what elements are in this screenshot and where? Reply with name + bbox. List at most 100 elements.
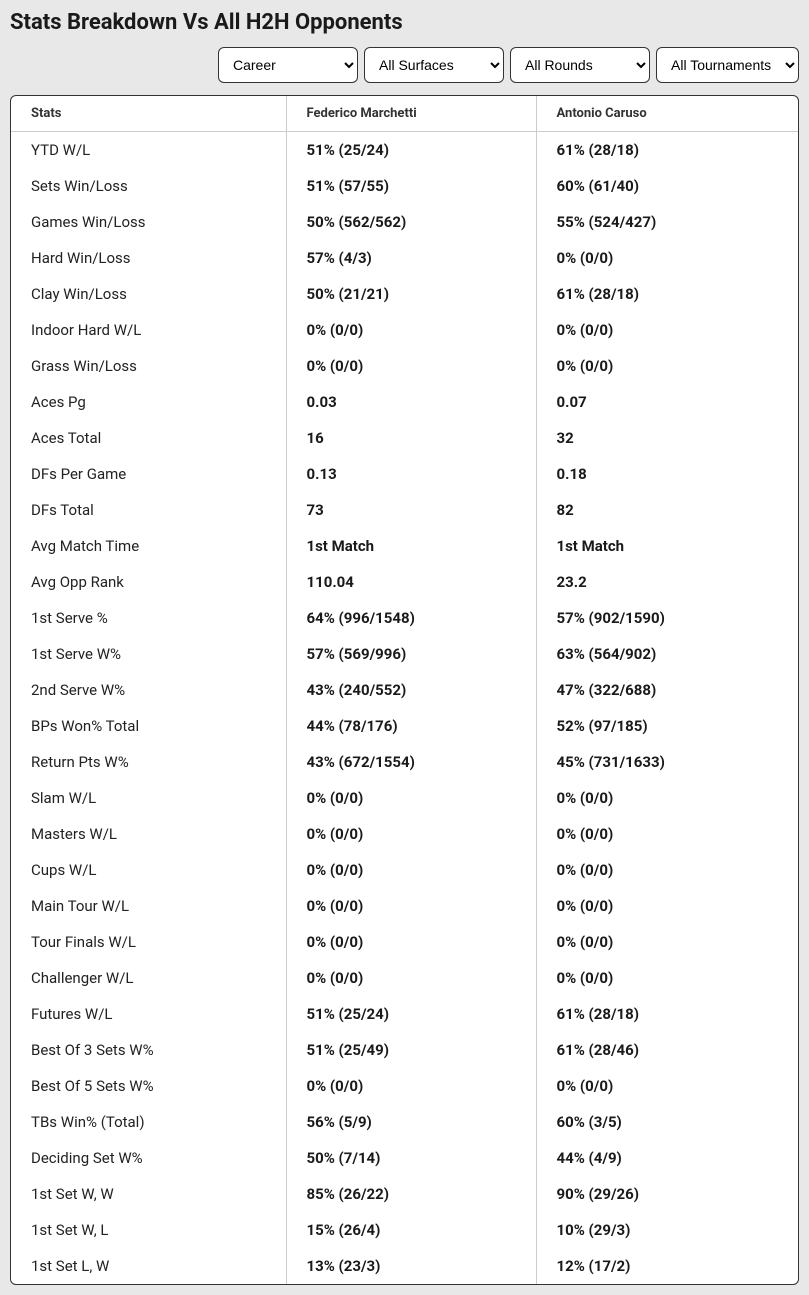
filter-surface-select[interactable]: All Surfaces [364, 47, 504, 83]
stat-value-player1: 0% (0/0) [286, 924, 536, 960]
table-row: Aces Pg0.030.07 [11, 384, 798, 420]
stat-label: TBs Win% (Total) [11, 1104, 286, 1140]
stat-value-player1: 110.04 [286, 564, 536, 600]
table-row: 1st Serve W%57% (569/996)63% (564/902) [11, 636, 798, 672]
stat-value-player1: 0% (0/0) [286, 852, 536, 888]
stat-value-player1: 0% (0/0) [286, 960, 536, 996]
stat-value-player2: 61% (28/18) [536, 132, 798, 169]
stat-label: 1st Serve % [11, 600, 286, 636]
filter-tournament-select[interactable]: All Tournaments [656, 47, 799, 83]
stat-value-player1: 85% (26/22) [286, 1176, 536, 1212]
stats-table-wrapper: Stats Federico Marchetti Antonio Caruso … [10, 95, 799, 1285]
stat-value-player1: 13% (23/3) [286, 1248, 536, 1284]
stat-value-player2: 82 [536, 492, 798, 528]
stat-value-player1: 51% (25/24) [286, 132, 536, 169]
stat-value-player2: 23.2 [536, 564, 798, 600]
stat-value-player1: 16 [286, 420, 536, 456]
table-row: Return Pts W%43% (672/1554)45% (731/1633… [11, 744, 798, 780]
stat-value-player2: 0% (0/0) [536, 780, 798, 816]
table-row: Deciding Set W%50% (7/14)44% (4/9) [11, 1140, 798, 1176]
stat-value-player1: 51% (25/49) [286, 1032, 536, 1068]
filter-round-select[interactable]: All Rounds [510, 47, 650, 83]
stat-value-player2: 32 [536, 420, 798, 456]
stat-value-player2: 0% (0/0) [536, 888, 798, 924]
stat-label: Games Win/Loss [11, 204, 286, 240]
stat-value-player2: 0% (0/0) [536, 348, 798, 384]
column-header-player1: Federico Marchetti [286, 96, 536, 132]
stat-label: 1st Serve W% [11, 636, 286, 672]
stat-value-player1: 0% (0/0) [286, 816, 536, 852]
stat-label: Best Of 3 Sets W% [11, 1032, 286, 1068]
stats-table: Stats Federico Marchetti Antonio Caruso … [11, 96, 798, 1284]
stat-label: Sets Win/Loss [11, 168, 286, 204]
table-row: 2nd Serve W%43% (240/552)47% (322/688) [11, 672, 798, 708]
stat-value-player1: 0% (0/0) [286, 348, 536, 384]
stat-label: Tour Finals W/L [11, 924, 286, 960]
stat-label: Futures W/L [11, 996, 286, 1032]
stat-value-player1: 1st Match [286, 528, 536, 564]
stat-value-player2: 60% (3/5) [536, 1104, 798, 1140]
table-row: Games Win/Loss50% (562/562)55% (524/427) [11, 204, 798, 240]
filter-period-select[interactable]: Career [218, 47, 358, 83]
stat-value-player2: 1st Match [536, 528, 798, 564]
table-row: Slam W/L0% (0/0)0% (0/0) [11, 780, 798, 816]
stat-label: Avg Opp Rank [11, 564, 286, 600]
stat-value-player1: 0% (0/0) [286, 780, 536, 816]
stat-label: 1st Set W, W [11, 1176, 286, 1212]
table-row: Hard Win/Loss57% (4/3)0% (0/0) [11, 240, 798, 276]
table-row: Futures W/L51% (25/24)61% (28/18) [11, 996, 798, 1032]
stat-value-player2: 10% (29/3) [536, 1212, 798, 1248]
table-row: TBs Win% (Total)56% (5/9)60% (3/5) [11, 1104, 798, 1140]
stat-value-player2: 60% (61/40) [536, 168, 798, 204]
stat-value-player1: 0.03 [286, 384, 536, 420]
stat-label: Avg Match Time [11, 528, 286, 564]
stat-value-player1: 0% (0/0) [286, 888, 536, 924]
stat-label: 1st Set L, W [11, 1248, 286, 1284]
table-row: 1st Set W, W85% (26/22)90% (29/26) [11, 1176, 798, 1212]
stat-value-player1: 0% (0/0) [286, 1068, 536, 1104]
stat-value-player1: 57% (569/996) [286, 636, 536, 672]
stat-value-player1: 50% (21/21) [286, 276, 536, 312]
stat-label: Aces Total [11, 420, 286, 456]
stat-value-player2: 55% (524/427) [536, 204, 798, 240]
stat-value-player1: 51% (57/55) [286, 168, 536, 204]
table-row: Clay Win/Loss50% (21/21)61% (28/18) [11, 276, 798, 312]
stat-value-player2: 63% (564/902) [536, 636, 798, 672]
stat-value-player2: 47% (322/688) [536, 672, 798, 708]
stat-value-player1: 44% (78/176) [286, 708, 536, 744]
stat-label: 2nd Serve W% [11, 672, 286, 708]
stat-label: Slam W/L [11, 780, 286, 816]
stat-value-player2: 57% (902/1590) [536, 600, 798, 636]
table-row: YTD W/L51% (25/24)61% (28/18) [11, 132, 798, 169]
stat-value-player1: 50% (7/14) [286, 1140, 536, 1176]
stat-value-player1: 43% (672/1554) [286, 744, 536, 780]
table-row: Tour Finals W/L0% (0/0)0% (0/0) [11, 924, 798, 960]
stat-label: Cups W/L [11, 852, 286, 888]
stat-value-player1: 56% (5/9) [286, 1104, 536, 1140]
table-row: 1st Serve %64% (996/1548)57% (902/1590) [11, 600, 798, 636]
stat-label: YTD W/L [11, 132, 286, 169]
filters-bar: Career All Surfaces All Rounds All Tourn… [10, 47, 799, 83]
column-header-stats: Stats [11, 96, 286, 132]
stat-value-player2: 0% (0/0) [536, 960, 798, 996]
table-row: BPs Won% Total44% (78/176)52% (97/185) [11, 708, 798, 744]
stat-value-player1: 73 [286, 492, 536, 528]
table-row: Avg Match Time1st Match1st Match [11, 528, 798, 564]
stat-value-player1: 43% (240/552) [286, 672, 536, 708]
table-row: Best Of 5 Sets W%0% (0/0)0% (0/0) [11, 1068, 798, 1104]
table-row: Sets Win/Loss51% (57/55)60% (61/40) [11, 168, 798, 204]
stat-value-player2: 0% (0/0) [536, 924, 798, 960]
table-row: Avg Opp Rank110.0423.2 [11, 564, 798, 600]
stat-label: Clay Win/Loss [11, 276, 286, 312]
stat-label: Best Of 5 Sets W% [11, 1068, 286, 1104]
stat-value-player2: 0.07 [536, 384, 798, 420]
stat-value-player2: 61% (28/46) [536, 1032, 798, 1068]
stat-value-player1: 51% (25/24) [286, 996, 536, 1032]
stat-value-player2: 12% (17/2) [536, 1248, 798, 1284]
table-row: Best Of 3 Sets W%51% (25/49)61% (28/46) [11, 1032, 798, 1068]
stat-value-player2: 45% (731/1633) [536, 744, 798, 780]
table-row: Challenger W/L0% (0/0)0% (0/0) [11, 960, 798, 996]
table-row: Indoor Hard W/L0% (0/0)0% (0/0) [11, 312, 798, 348]
stat-value-player2: 61% (28/18) [536, 276, 798, 312]
stat-value-player1: 57% (4/3) [286, 240, 536, 276]
